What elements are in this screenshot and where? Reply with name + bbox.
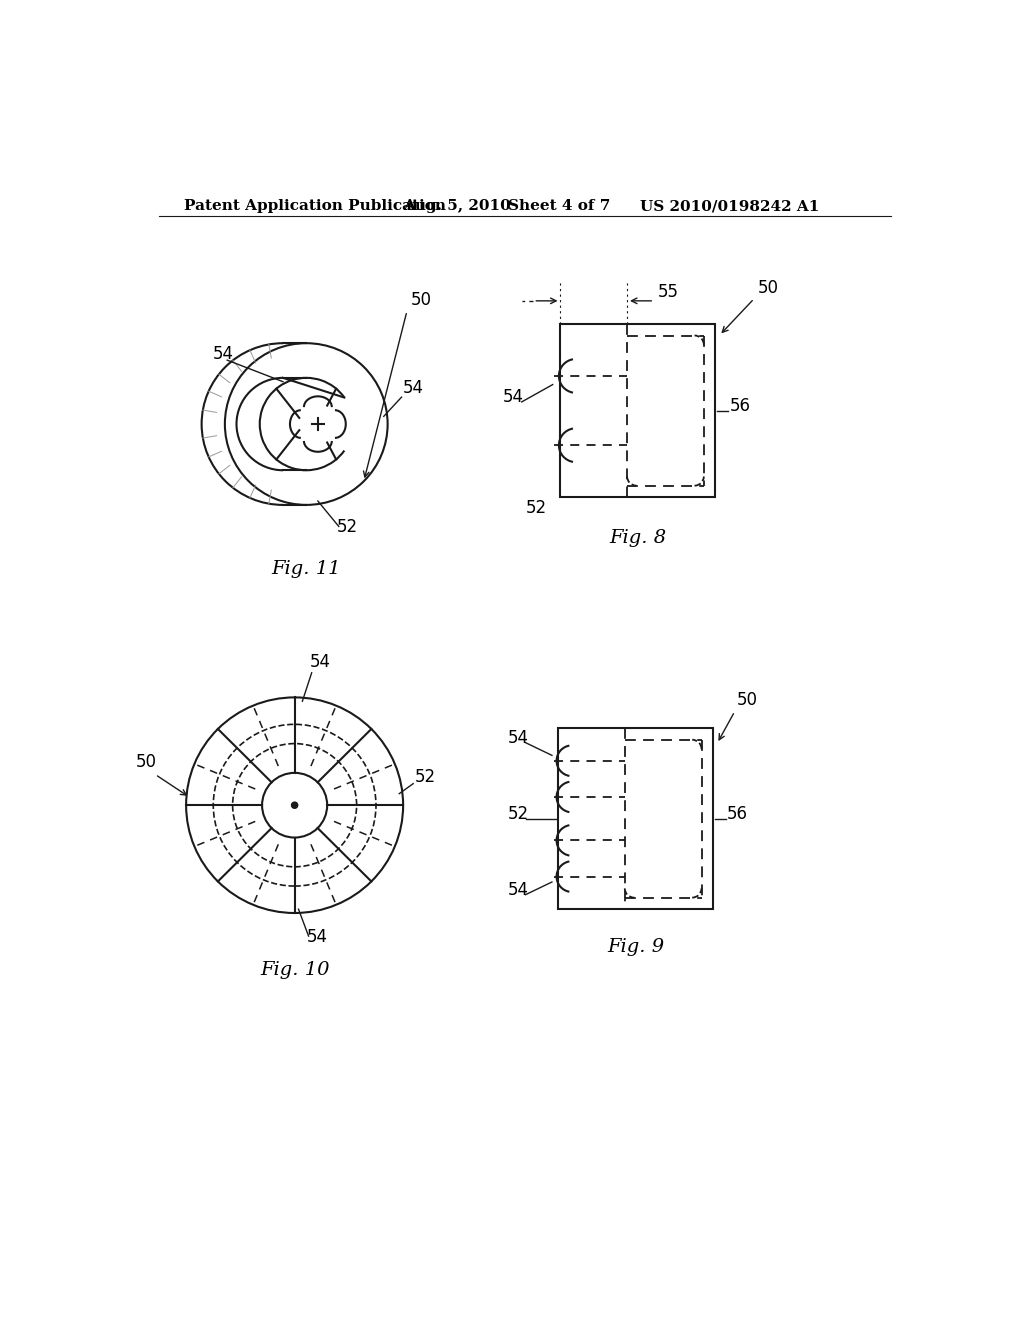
Text: 54: 54 xyxy=(310,652,331,671)
Text: 55: 55 xyxy=(658,282,679,301)
Text: 50: 50 xyxy=(736,692,758,709)
Text: 56: 56 xyxy=(727,805,749,822)
Bar xyxy=(560,323,716,498)
Text: 54: 54 xyxy=(306,928,328,946)
Bar xyxy=(558,729,713,909)
Text: Fig. 10: Fig. 10 xyxy=(260,961,330,978)
Text: 54: 54 xyxy=(403,379,424,397)
Text: Fig. 9: Fig. 9 xyxy=(607,937,665,956)
Text: Sheet 4 of 7: Sheet 4 of 7 xyxy=(508,199,610,213)
Circle shape xyxy=(262,774,328,838)
Text: Aug. 5, 2010: Aug. 5, 2010 xyxy=(403,199,511,213)
Text: 54: 54 xyxy=(213,345,234,363)
Text: 54: 54 xyxy=(503,388,523,407)
Text: 52: 52 xyxy=(525,499,547,516)
Text: 50: 50 xyxy=(136,752,157,771)
Circle shape xyxy=(292,803,298,808)
Text: 52: 52 xyxy=(508,805,528,822)
Text: 52: 52 xyxy=(337,517,358,536)
Text: 50: 50 xyxy=(411,290,432,309)
Text: 50: 50 xyxy=(758,279,779,297)
Text: Patent Application Publication: Patent Application Publication xyxy=(183,199,445,213)
Text: 52: 52 xyxy=(415,768,436,787)
Text: 54: 54 xyxy=(508,880,528,899)
Text: 56: 56 xyxy=(729,396,751,414)
Text: Fig. 11: Fig. 11 xyxy=(271,560,341,578)
Text: 54: 54 xyxy=(508,729,528,747)
Text: US 2010/0198242 A1: US 2010/0198242 A1 xyxy=(640,199,819,213)
Text: Fig. 8: Fig. 8 xyxy=(609,529,667,548)
